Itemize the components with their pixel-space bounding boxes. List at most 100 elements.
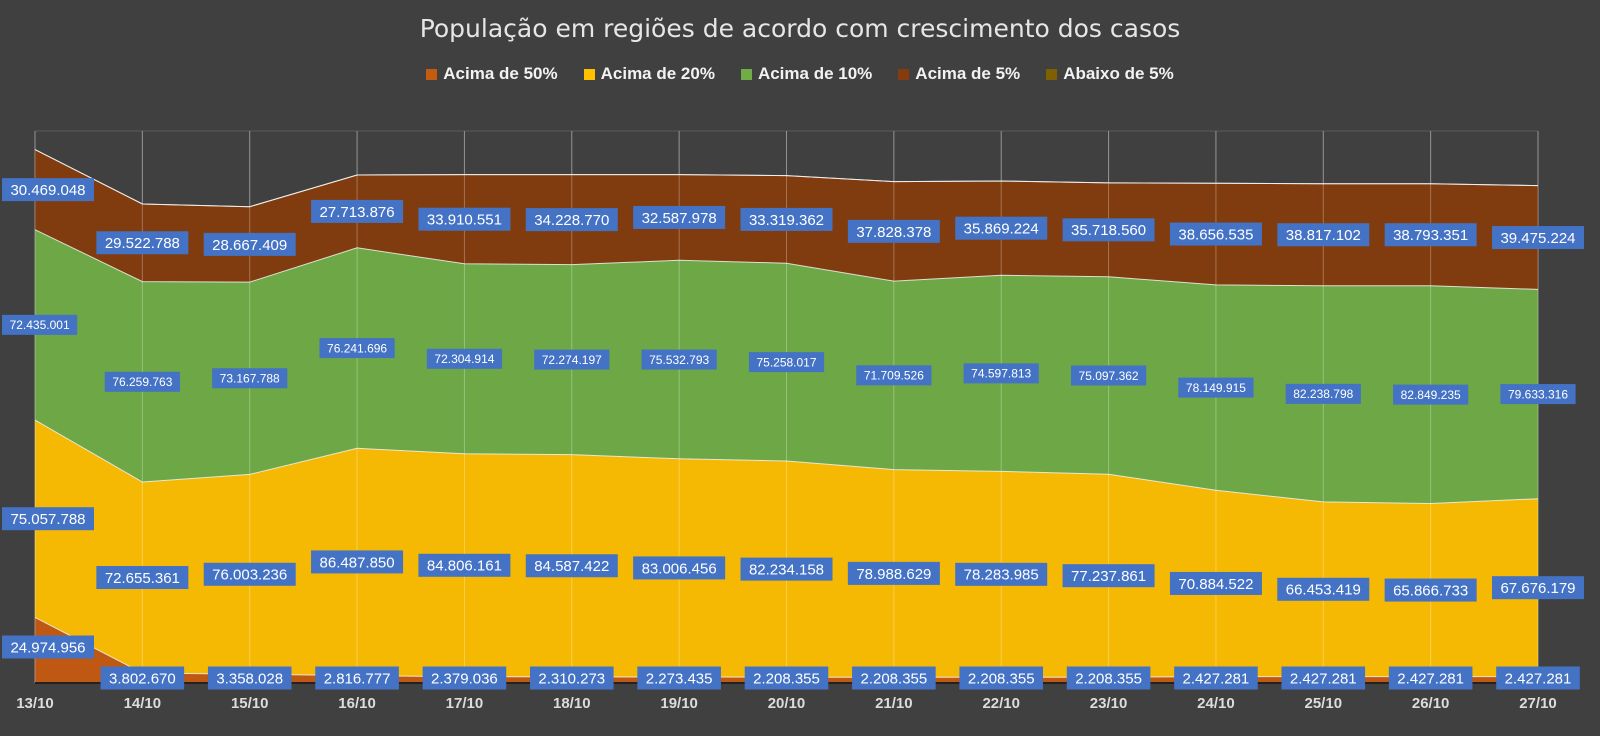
data-label: 34.228.770 [534,212,609,229]
data-label: 79.633.316 [1508,387,1568,401]
data-label-box [418,553,511,577]
legend-swatch [426,68,438,80]
legend-label: Acima de 5% [915,64,1021,83]
legend-item: Acima de 5% [898,64,1020,84]
x-tick-label: 20/10 [768,695,806,712]
data-label-box [100,666,185,690]
data-label: 30.469.048 [10,182,85,199]
data-label-box [315,666,399,690]
data-label: 77.237.861 [1071,568,1146,585]
data-label-box [740,207,833,231]
data-label-box [1492,226,1584,250]
data-label: 27.713.876 [320,204,395,221]
data-label: 28.667.409 [212,237,287,254]
x-tick-label: 21/10 [875,695,913,712]
data-label: 78.149.915 [1186,381,1246,395]
x-tick-label: 13/10 [16,695,54,712]
data-label: 38.817.102 [1286,227,1361,244]
data-label-box [955,216,1048,240]
data-label-box [633,205,726,229]
data-label: 76.003.236 [212,567,287,584]
data-label-box [212,368,288,389]
data-label-box [2,178,94,202]
legend-label: Acima de 50% [443,64,558,83]
x-tick-label: 27/10 [1519,695,1557,712]
data-label-box [847,561,940,585]
data-label: 82.234.158 [749,562,824,579]
x-tick-label: 22/10 [982,695,1020,712]
legend-label: Abaixo de 5% [1063,64,1174,83]
data-label-box [1066,666,1151,690]
data-label-box [96,231,189,255]
x-tick-label: 15/10 [231,695,269,712]
data-label-box [534,349,610,370]
data-label: 35.869.224 [964,221,1039,238]
data-label: 32.587.978 [642,210,717,227]
legend-item: Acima de 20% [583,64,715,84]
data-label-box [319,338,395,359]
data-label: 2.427.281 [1183,670,1250,687]
legend-swatch [583,68,595,80]
data-label: 72.655.361 [105,570,180,587]
data-label: 29.522.788 [105,235,180,252]
data-label-box [1281,666,1366,690]
data-label: 2.427.281 [1397,670,1464,687]
data-label-box [1174,666,1258,690]
data-label: 38.656.535 [1178,226,1253,243]
data-label-box [856,365,932,386]
data-label-box [740,557,833,581]
series-line [34,229,1539,290]
data-label: 67.676.179 [1500,580,1575,597]
data-label: 86.487.850 [320,554,395,571]
data-label-box [1500,384,1576,405]
data-label: 71.709.526 [864,369,924,383]
data-label: 75.057.788 [10,511,85,528]
data-label: 35.718.560 [1071,222,1146,239]
x-tick-label: 19/10 [660,695,698,712]
x-tick-label: 17/10 [446,695,484,712]
data-label: 72.435.001 [10,318,70,332]
data-label: 3.802.670 [109,670,176,687]
x-tick-label: 23/10 [1090,695,1128,712]
legend-item: Acima de 10% [740,64,873,84]
data-label: 33.910.551 [427,212,502,229]
data-label-box [852,666,936,690]
data-label-box [1384,223,1477,247]
data-label: 2.427.281 [1505,670,1572,687]
legend: Acima de 50% Acima de 20% Acima de 10% Acim… [0,64,1600,84]
legend-swatch [898,68,910,80]
data-label: 72.304.914 [434,352,494,366]
x-tick-label: 24/10 [1197,695,1235,712]
legend-swatch [740,68,752,80]
data-label-box [1393,384,1469,405]
data-label-box [203,562,296,586]
x-tick-label: 25/10 [1305,695,1343,712]
data-label-box [203,232,296,256]
data-label-box [418,207,511,231]
legend-label: Acima de 10% [757,64,873,83]
data-label: 83.006.456 [642,560,717,577]
data-label-box [96,566,189,590]
data-label: 2.273.435 [646,670,713,687]
data-label-box [1492,576,1584,600]
series-line [34,419,1539,505]
data-label: 24.974.956 [10,639,85,656]
data-label: 2.208.355 [753,670,820,687]
data-label-box [2,314,78,335]
data-label: 37.828.378 [856,224,931,241]
data-label: 76.259.763 [112,375,172,389]
series-area [35,420,1538,678]
data-label: 3.358.028 [216,670,283,687]
data-label: 70.884.522 [1178,576,1253,593]
data-label: 66.453.419 [1286,582,1361,599]
data-label: 33.319.362 [749,212,824,229]
series-area [35,617,1538,683]
data-label: 2.208.355 [1075,670,1142,687]
legend-swatch [1046,68,1058,80]
data-label: 2.816.777 [324,670,391,687]
data-label-box [311,199,404,223]
data-label: 2.208.355 [968,670,1035,687]
data-label-box [1277,577,1370,601]
data-label-box [1169,222,1262,246]
